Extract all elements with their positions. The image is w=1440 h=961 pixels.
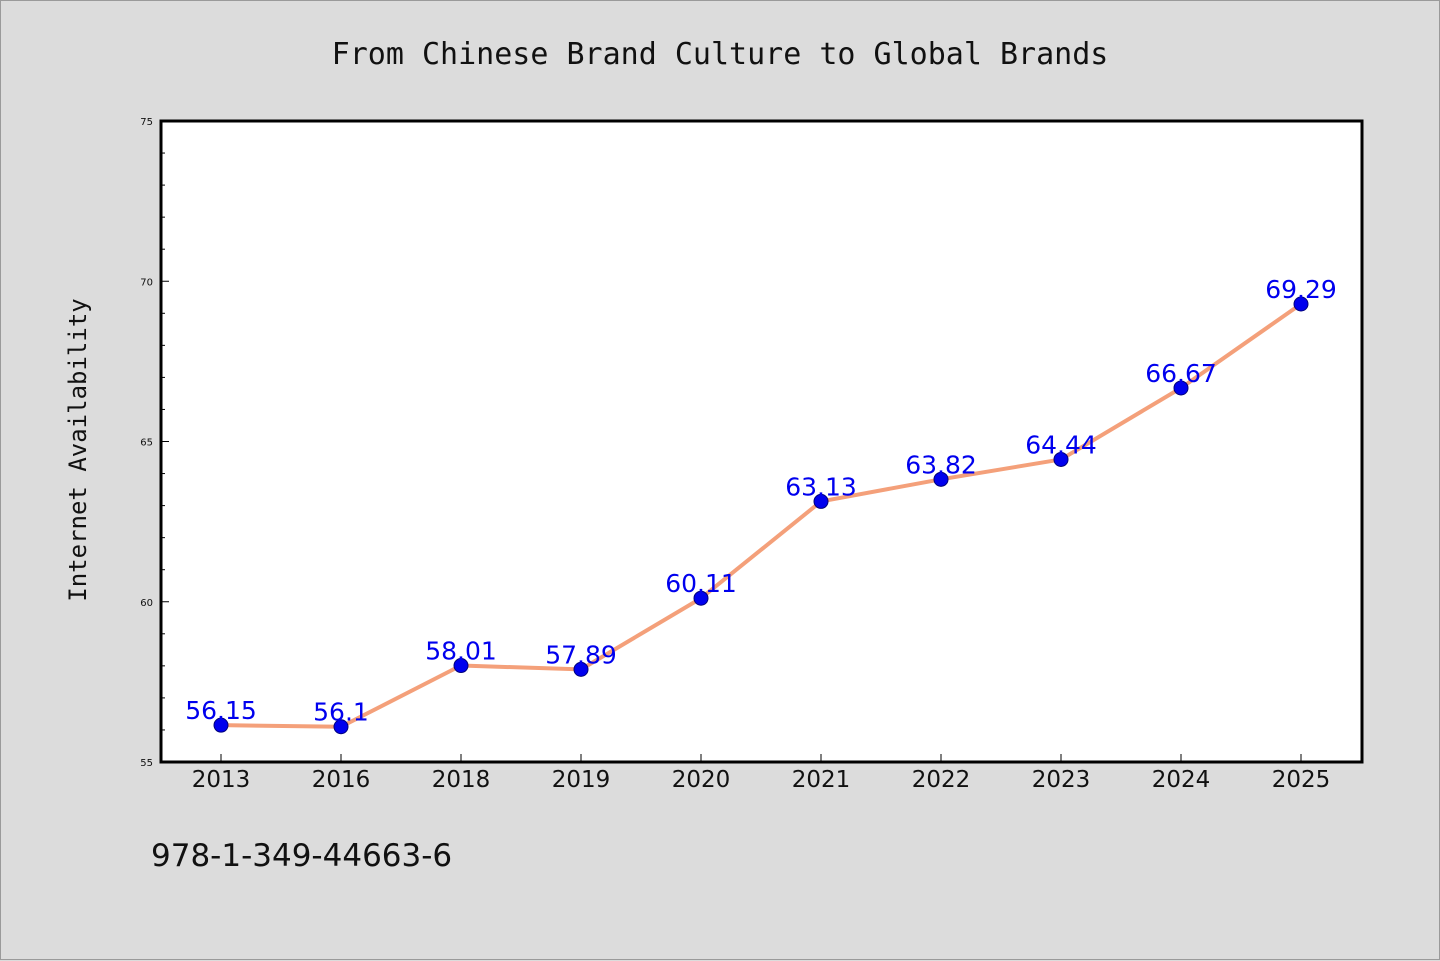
data-point (213, 717, 229, 733)
x-tick-label: 2024 (1152, 767, 1211, 793)
x-tick-label: 2018 (432, 767, 491, 793)
data-label: 57.89 (545, 640, 617, 669)
data-point (693, 590, 709, 606)
data-point (933, 471, 949, 487)
x-tick-label: 2016 (312, 767, 371, 793)
data-point (813, 493, 829, 509)
plot-area (161, 121, 1362, 762)
x-tick-label: 2023 (1032, 767, 1091, 793)
data-label: 66.67 (1145, 359, 1217, 388)
data-label: 56.1 (313, 698, 369, 727)
x-tick-label: 2020 (672, 767, 731, 793)
data-label: 63.82 (905, 450, 977, 479)
y-tick-label: 70 (140, 277, 153, 288)
series-line (219, 302, 1303, 729)
data-point (1293, 296, 1309, 312)
y-tick-label: 60 (140, 598, 153, 609)
data-label: 58.01 (425, 637, 497, 666)
y-tick-label: 75 (140, 117, 153, 128)
data-label: 60.11 (665, 569, 737, 598)
data-label: 64.44 (1025, 430, 1097, 459)
data-point (333, 719, 349, 735)
plot-frame (159, 119, 1364, 764)
data-point (1173, 380, 1189, 396)
data-label: 69.29 (1265, 275, 1337, 304)
y-tick-label: 55 (140, 758, 153, 769)
chart-title: From Chinese Brand Culture to Global Bra… (332, 37, 1109, 72)
data-label: 63.13 (785, 472, 857, 501)
y-tick-label: 65 (140, 438, 153, 449)
data-label: 56.15 (185, 696, 257, 725)
data-point (1053, 451, 1069, 467)
x-tick-label: 2019 (552, 767, 611, 793)
data-point (453, 658, 469, 674)
x-tick-label: 2022 (912, 767, 971, 793)
x-axis: 2013 2016 2018 2019 2020 2021 2022 2023 2024 2025 (192, 754, 1331, 793)
series-layer: 56.15 56.1 58.01 57.89 60.11 63.13 63.82 64.44 6… (185, 275, 1337, 735)
data-point (573, 661, 589, 677)
isbn-text: 978-1-349-44663-6 (151, 838, 452, 874)
y-axis-label: Internet Availability (64, 298, 92, 601)
x-tick-label: 2021 (792, 767, 851, 793)
x-tick-label: 2013 (192, 767, 251, 793)
x-tick-label: 2025 (1272, 767, 1331, 793)
